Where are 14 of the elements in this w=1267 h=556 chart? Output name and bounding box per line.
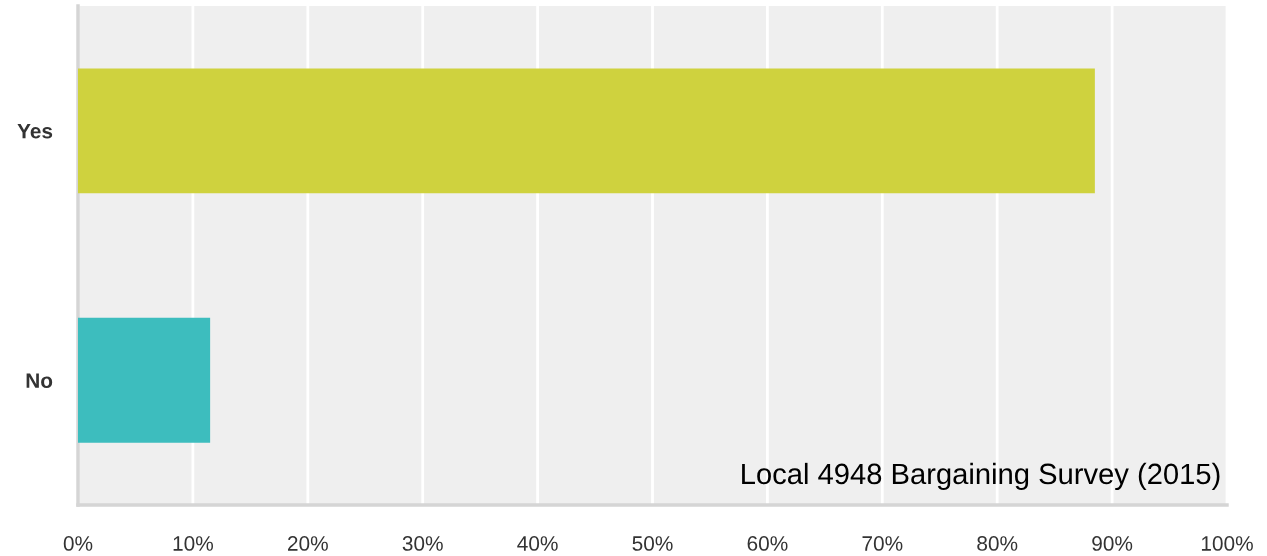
x-tick-label: 20% (288, 536, 328, 551)
y-tick-label: No (26, 373, 53, 388)
x-tick-label: 60% (747, 536, 788, 551)
annotation: Local 4948 Bargaining Survey (2015) (742, 462, 1220, 491)
x-tick-label: 40% (517, 536, 558, 551)
x-tick-label: 10% (173, 536, 214, 551)
x-tick-label: 50% (632, 536, 673, 551)
x-tick-label: 70% (862, 536, 903, 551)
x-tick-label: 30% (402, 536, 443, 551)
y-tick-label: Yes (17, 123, 53, 139)
x-tick-label: 80% (977, 536, 1018, 551)
x-tick-label: 90% (1092, 536, 1133, 551)
x-tick-label: 100% (1201, 536, 1253, 551)
x-tick-label: 0% (63, 536, 93, 551)
